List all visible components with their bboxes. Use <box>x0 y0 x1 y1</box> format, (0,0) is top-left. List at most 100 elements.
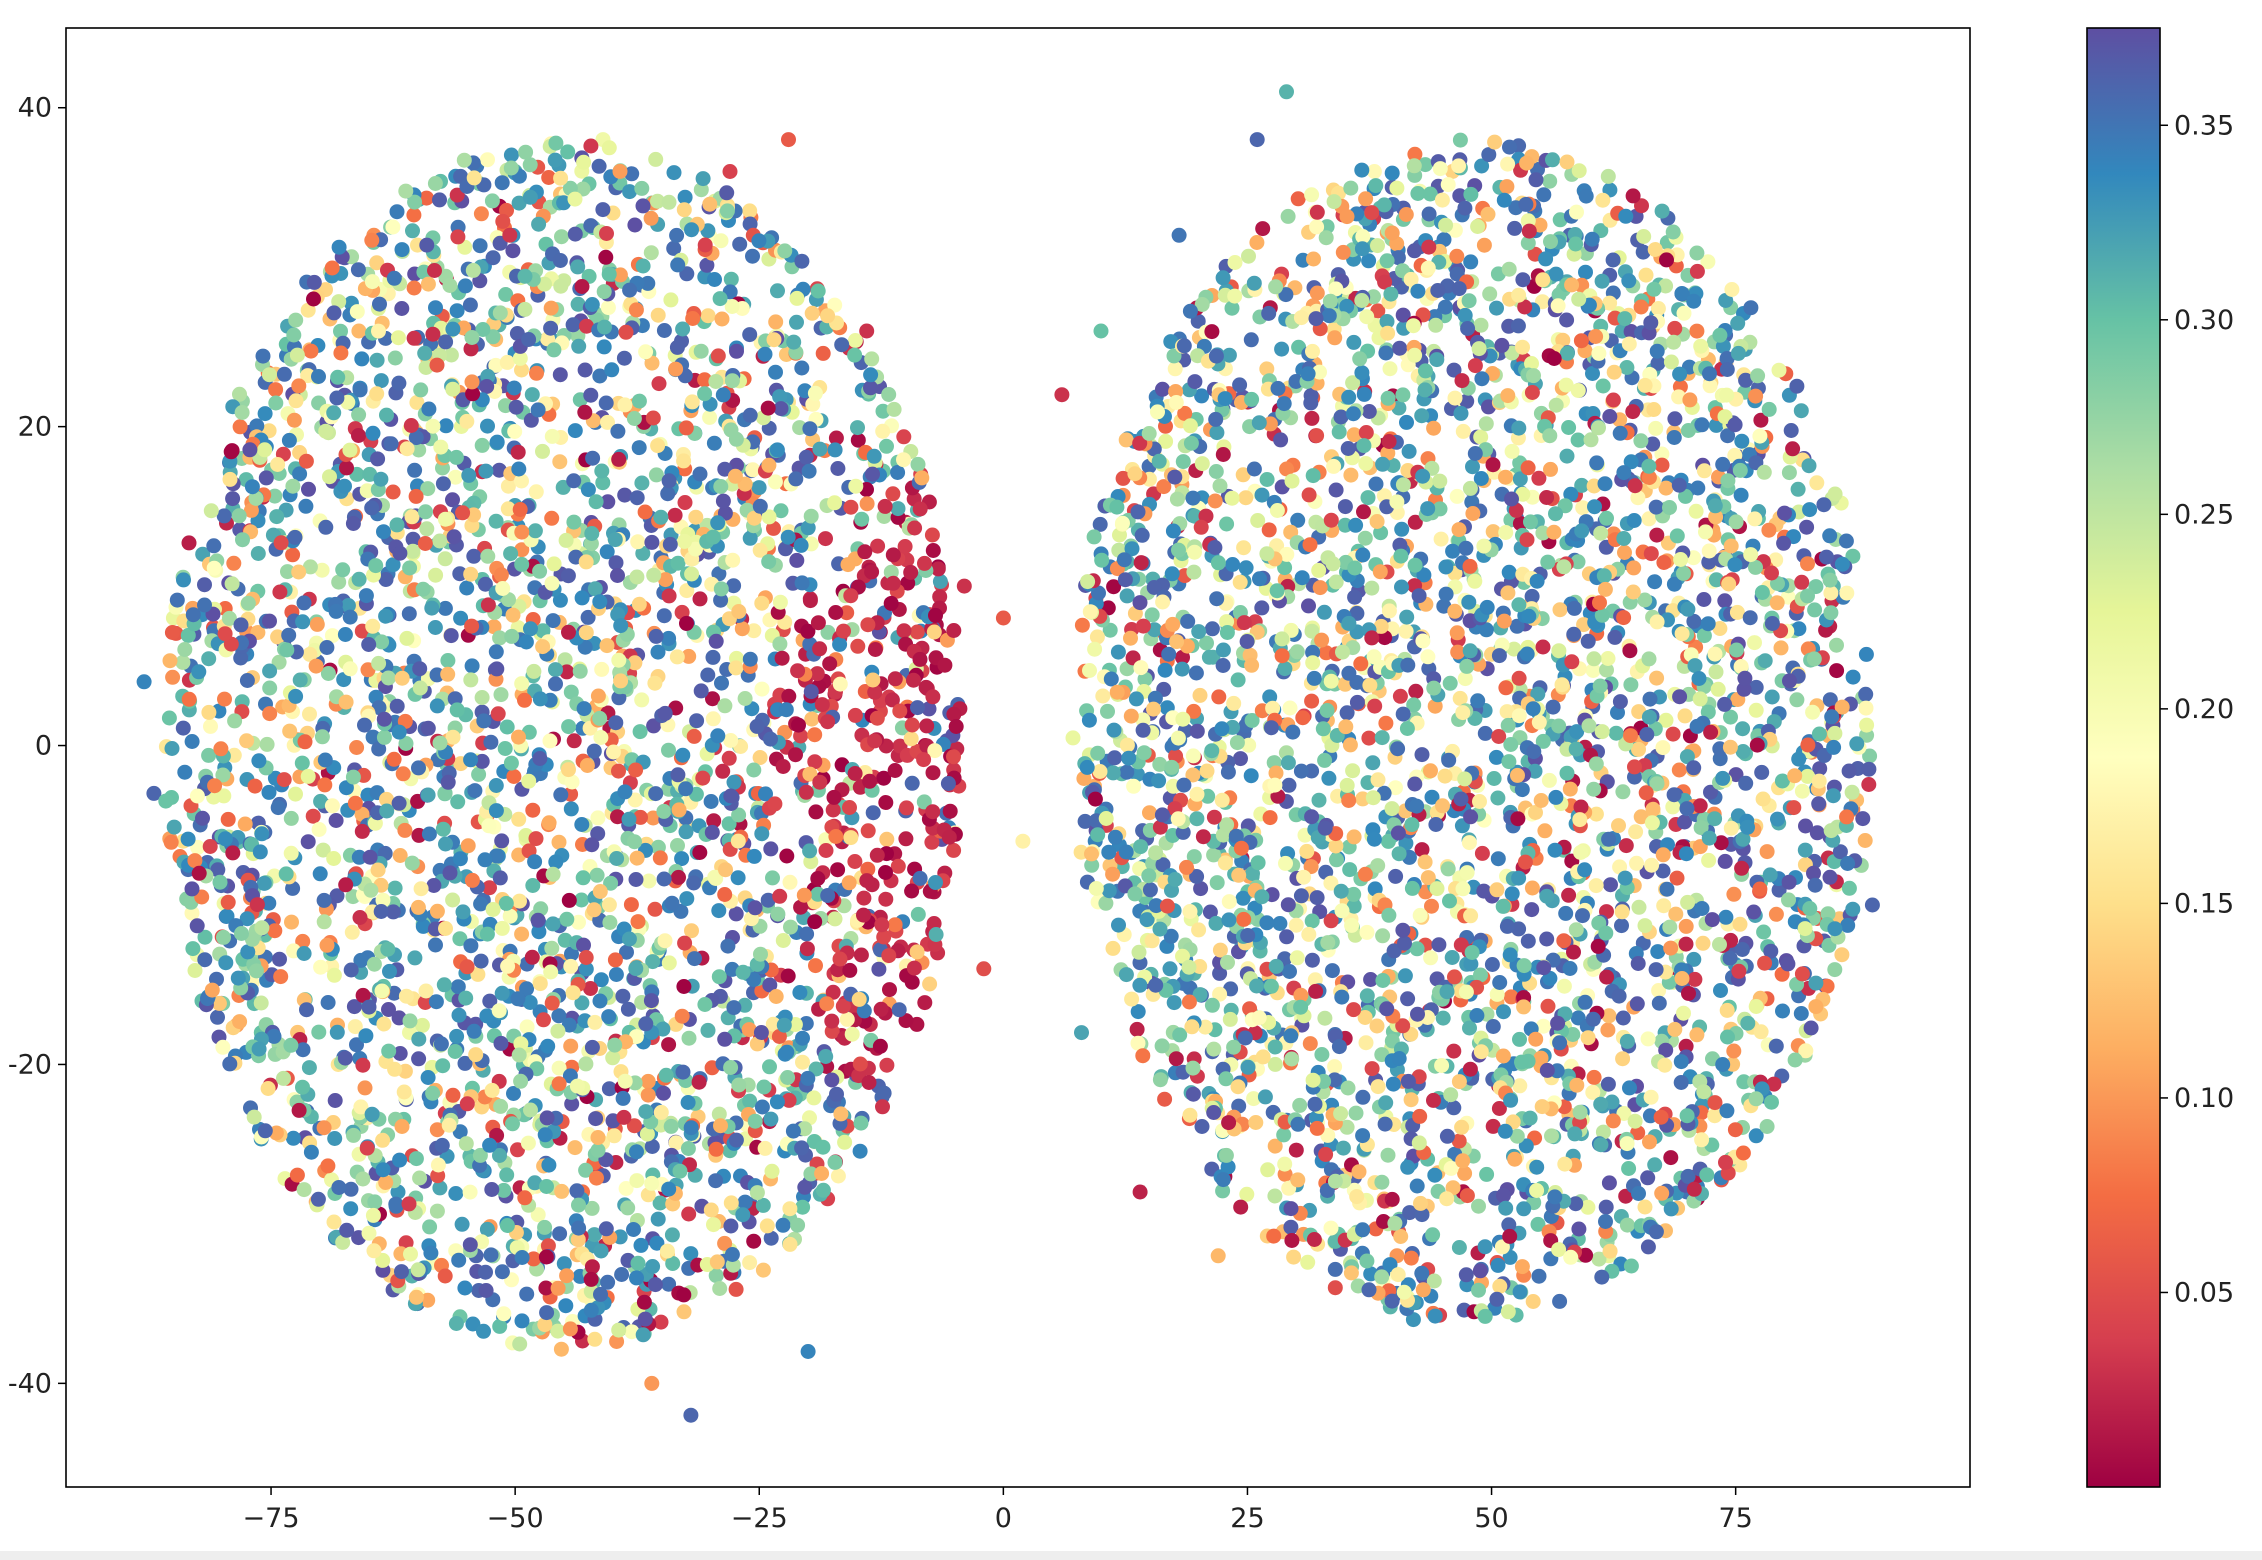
scatter-point <box>1578 188 1594 204</box>
scatter-point <box>1453 405 1469 421</box>
scatter-point <box>877 498 893 514</box>
scatter-point <box>202 839 218 854</box>
scatter-point <box>1791 751 1807 767</box>
scatter-point <box>1232 574 1248 590</box>
scatter-point <box>692 591 708 607</box>
scatter-point <box>1642 1134 1657 1150</box>
scatter-point <box>480 548 496 564</box>
scatter-point <box>1637 1199 1653 1215</box>
scatter-point <box>631 440 647 456</box>
scatter-point <box>1210 1248 1226 1264</box>
scatter-point <box>1215 447 1231 462</box>
scatter-point <box>281 432 297 448</box>
scatter-point <box>1512 1031 1527 1047</box>
scatter-point <box>552 454 568 470</box>
scatter-point <box>1277 1156 1293 1172</box>
scatter-point <box>1427 698 1443 714</box>
scatter-point <box>484 1182 500 1197</box>
scatter-point <box>1370 238 1385 254</box>
scatter-point <box>1535 294 1550 310</box>
scatter-point <box>1220 764 1236 780</box>
scatter-point <box>1015 833 1031 849</box>
scatter-point <box>674 1008 690 1024</box>
scatter-point <box>567 423 583 439</box>
scatter-point <box>666 240 682 256</box>
scatter-point <box>1605 392 1621 408</box>
scatter-point <box>745 462 761 478</box>
scatter-point <box>544 510 560 526</box>
scatter-point <box>1719 387 1735 403</box>
scatter-point <box>832 636 848 652</box>
scatter-point <box>1648 499 1664 515</box>
scatter-point <box>1446 362 1462 378</box>
scatter-point <box>528 831 544 847</box>
scatter-point <box>1676 1005 1691 1021</box>
scatter-point <box>285 547 301 563</box>
scatter-point <box>976 961 992 977</box>
scatter-point <box>706 1217 721 1233</box>
scatter-point <box>1219 625 1235 640</box>
scatter-point <box>492 1148 507 1163</box>
scatter-point <box>378 1175 394 1190</box>
scatter-point <box>1299 843 1315 859</box>
scatter-point <box>517 692 532 708</box>
scatter-point <box>922 976 938 992</box>
scatter-point <box>644 355 660 371</box>
scatter-point <box>1694 417 1710 433</box>
scatter-point <box>803 684 819 700</box>
scatter-point <box>492 630 508 646</box>
scatter-point <box>909 944 925 960</box>
scatter-point <box>1729 604 1745 620</box>
scatter-point <box>1575 500 1591 516</box>
scatter-point <box>1320 1127 1336 1143</box>
scatter-point <box>828 430 844 446</box>
scatter-point <box>608 967 624 982</box>
scatter-point <box>493 1098 509 1114</box>
scatter-point <box>420 787 436 803</box>
scatter-point <box>429 698 445 714</box>
scatter-point <box>1585 1084 1601 1100</box>
scatter-point <box>1305 343 1320 359</box>
scatter-point <box>551 1060 567 1076</box>
scatter-point <box>678 420 694 436</box>
scatter-point <box>552 367 568 383</box>
scatter-point <box>1414 842 1430 858</box>
scatter-point <box>548 662 563 678</box>
scatter-point <box>1409 1178 1425 1194</box>
scatter-point <box>1503 989 1519 1005</box>
scatter-point <box>480 152 495 168</box>
scatter-point <box>728 1281 744 1297</box>
scatter-point <box>808 958 823 974</box>
scatter-point <box>1757 653 1773 669</box>
scatter-point <box>1315 721 1331 737</box>
scatter-point <box>1366 289 1381 305</box>
scatter-point <box>1175 454 1191 470</box>
scatter-point <box>1342 862 1358 878</box>
scatter-point <box>545 613 561 629</box>
scatter-point <box>338 694 354 710</box>
scatter-point <box>479 379 495 394</box>
scatter-point <box>256 875 272 891</box>
scatter-point <box>1346 427 1362 443</box>
scatter-point <box>1221 894 1237 910</box>
scatter-point <box>631 393 647 409</box>
scatter-point <box>676 453 692 469</box>
scatter-point <box>932 589 948 605</box>
scatter-point <box>794 360 810 376</box>
scatter-point <box>822 656 838 672</box>
scatter-point <box>661 955 677 971</box>
scatter-point <box>146 785 162 801</box>
scatter-point <box>1626 513 1642 528</box>
scatter-point <box>1467 573 1483 589</box>
scatter-point <box>1098 895 1114 911</box>
scatter-point <box>1504 886 1520 902</box>
scatter-point <box>1133 660 1149 676</box>
scatter-point <box>185 941 201 957</box>
scatter-point <box>678 824 694 840</box>
scatter-point <box>1509 618 1525 634</box>
scatter-point <box>1677 814 1692 830</box>
scatter-point <box>713 592 729 608</box>
scatter-point <box>1655 847 1671 863</box>
scatter-point <box>622 184 638 200</box>
